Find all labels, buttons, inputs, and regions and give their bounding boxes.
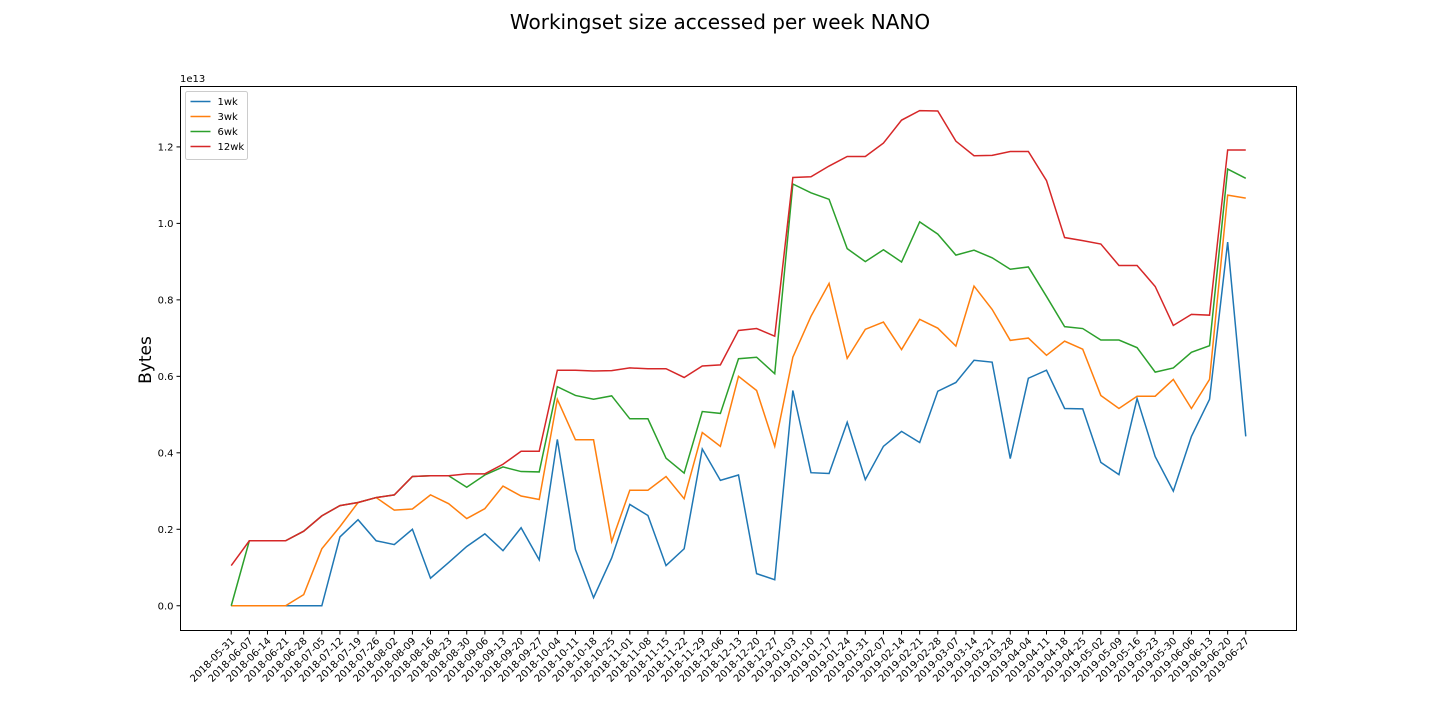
chart-title: Workingset size accessed per week NANO	[510, 10, 930, 34]
y-tick-label: 0.0	[158, 601, 174, 612]
legend-label: 3wk	[218, 112, 239, 123]
series-line	[230, 167, 1247, 606]
y-offset-label: 1e13	[180, 74, 205, 85]
legend-label: 12wk	[218, 142, 245, 153]
y-tick-label: 1.2	[158, 142, 174, 153]
y-tick-label: 0.8	[158, 295, 174, 306]
series-line	[231, 194, 1246, 607]
y-tick-label: 1.0	[158, 219, 174, 230]
y-tick-label: 0.2	[158, 525, 174, 536]
series-line	[230, 109, 1246, 567]
legend-box	[185, 91, 248, 160]
y-tick-label: 0.6	[158, 372, 174, 383]
legend-label: 1wk	[218, 97, 239, 108]
y-axis-label: Bytes	[136, 336, 156, 384]
legend-label: 6wk	[218, 127, 239, 138]
y-tick-label: 0.4	[158, 448, 174, 459]
series-line	[231, 242, 1247, 607]
